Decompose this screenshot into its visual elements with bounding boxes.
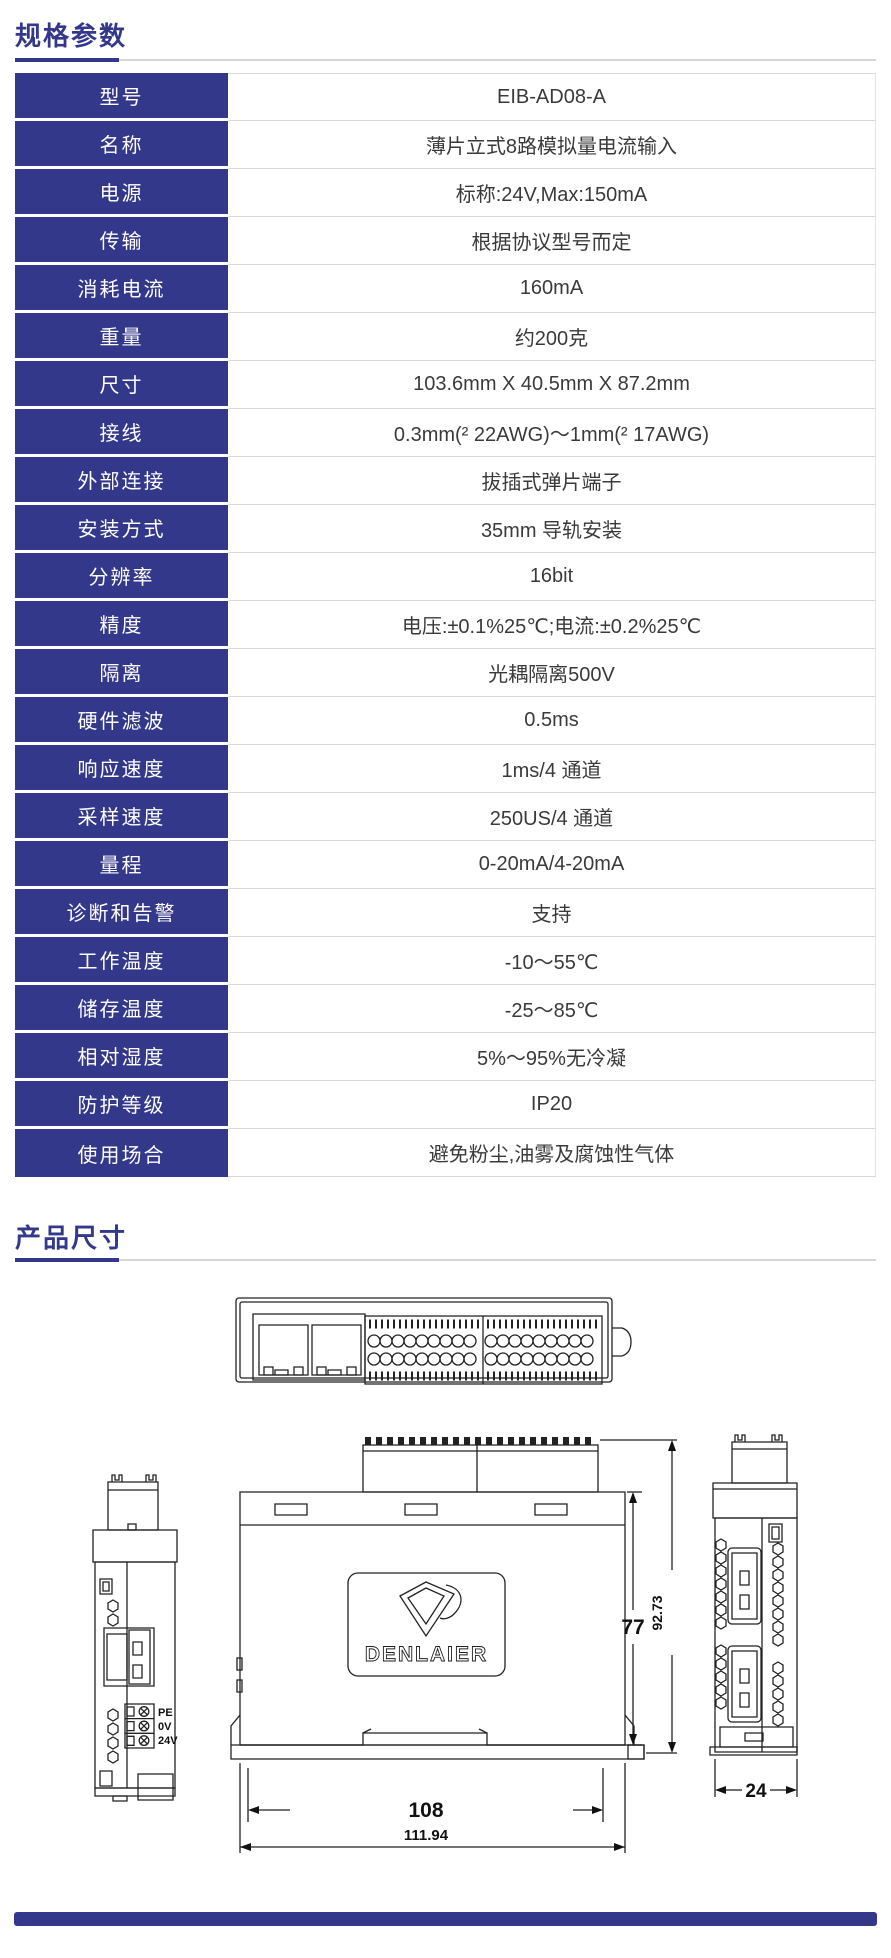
spec-label-cell: 隔离: [15, 649, 228, 697]
spec-value-cell: 160mA: [228, 265, 876, 313]
spec-value-cell: 避免粉尘,油雾及腐蚀性气体: [228, 1129, 876, 1177]
terminal-label-0v: 0V: [158, 1721, 172, 1733]
spec-label-cell: 消耗电流: [15, 265, 228, 313]
dimension-label-24: 24: [745, 1781, 767, 1802]
spec-value-cell: 0.5ms: [228, 697, 876, 745]
underline-blue: [15, 1258, 119, 1262]
spec-value-cell: 光耦隔离500V: [228, 649, 876, 697]
spec-label-cell: 响应速度: [15, 745, 228, 793]
spec-value-cell: 35mm 导轨安装: [228, 505, 876, 553]
dims-title-underline: [15, 1258, 876, 1262]
terminal-holes: [368, 1335, 593, 1365]
spec-value-cell: -10～55℃: [228, 937, 876, 985]
spec-value-cell: 0-20mA/4-20mA: [228, 841, 876, 889]
spec-value-cell: 标称:24V,Max:150mA: [228, 169, 876, 217]
spec-value-cell: 电压:±0.1%25℃;电流:±0.2%25℃: [228, 601, 876, 649]
spec-label-cell: 硬件滤波: [15, 697, 228, 745]
spec-value-cell: 250US/4 通道: [228, 793, 876, 841]
spec-value-cell: 约200克: [228, 313, 876, 361]
spec-value-cell: 5%～95%无冷凝: [228, 1033, 876, 1081]
brand-logo-icon: [400, 1582, 461, 1636]
spec-label-cell: 安装方式: [15, 505, 228, 553]
underline-blue: [15, 58, 119, 62]
spec-label-cell: 尺寸: [15, 361, 228, 409]
terminal-label-24v: 24V: [158, 1735, 178, 1747]
spec-label-cell: 名称: [15, 121, 228, 169]
spec-value-cell: EIB-AD08-A: [228, 73, 876, 121]
spec-label-cell: 接线: [15, 409, 228, 457]
spec-label-cell: 重量: [15, 313, 228, 361]
spec-value-cell: 根据协议型号而定: [228, 217, 876, 265]
dimension-label-92-73: 92.73: [649, 1595, 665, 1630]
spec-label-cell: 防护等级: [15, 1081, 228, 1129]
spec-label-cell: 传输: [15, 217, 228, 265]
logo-panel: [348, 1573, 505, 1676]
spec-value-cell: IP20: [228, 1081, 876, 1129]
spec-value-cell: 拔插式弹片端子: [228, 457, 876, 505]
spec-label-cell: 诊断和告警: [15, 889, 228, 937]
underline-gray: [15, 1259, 876, 1261]
dims-section-title: 产品尺寸: [15, 1223, 128, 1253]
spec-value-cell: 薄片立式8路模拟量电流输入: [228, 121, 876, 169]
spec-value-cell: 0.3mm(² 22AWG)～1mm(² 17AWG): [228, 409, 876, 457]
drawing-side-left: PE 0V 24V: [55, 1438, 178, 1810]
spec-label-cell: 型号: [15, 73, 228, 121]
spec-label-cell: 采样速度: [15, 793, 228, 841]
underline-gray: [15, 59, 876, 61]
terminal-label-pe: PE: [158, 1707, 173, 1719]
specs-section-title: 规格参数: [15, 21, 128, 51]
spec-value-cell: 支持: [228, 889, 876, 937]
spec-label-cell: 外部连接: [15, 457, 228, 505]
spec-value-cell: 1ms/4 通道: [228, 745, 876, 793]
spec-value-cell: 16bit: [228, 553, 876, 601]
spec-label-cell: 量程: [15, 841, 228, 889]
drawing-front: DENLAIER 77 92.73 108 111.94: [230, 1430, 680, 1862]
drawing-top-view: [228, 1292, 648, 1392]
page-footer-bar: [14, 1912, 877, 1926]
spec-label-cell: 使用场合: [15, 1129, 228, 1177]
spec-table: 型号 EIB-AD08-A 名称 薄片立式8路模拟量电流输入 电源 标称:24V,Max:…: [15, 73, 876, 1177]
logo-text: DENLAIER: [365, 1643, 488, 1666]
drawing-side-right: 24: [690, 1425, 870, 1802]
specs-title-underline: [15, 58, 876, 62]
spec-label-cell: 相对湿度: [15, 1033, 228, 1081]
spec-label-cell: 电源: [15, 169, 228, 217]
spec-label-cell: 分辨率: [15, 553, 228, 601]
dimension-label-108: 108: [408, 1799, 443, 1822]
spec-label-cell: 储存温度: [15, 985, 228, 1033]
spec-label-cell: 工作温度: [15, 937, 228, 985]
spec-value-cell: -25～85℃: [228, 985, 876, 1033]
spec-value-cell: 103.6mm X 40.5mm X 87.2mm: [228, 361, 876, 409]
dimension-label-111-94: 111.94: [404, 1827, 449, 1844]
dimension-label-77: 77: [621, 1616, 644, 1639]
spec-label-cell: 精度: [15, 601, 228, 649]
